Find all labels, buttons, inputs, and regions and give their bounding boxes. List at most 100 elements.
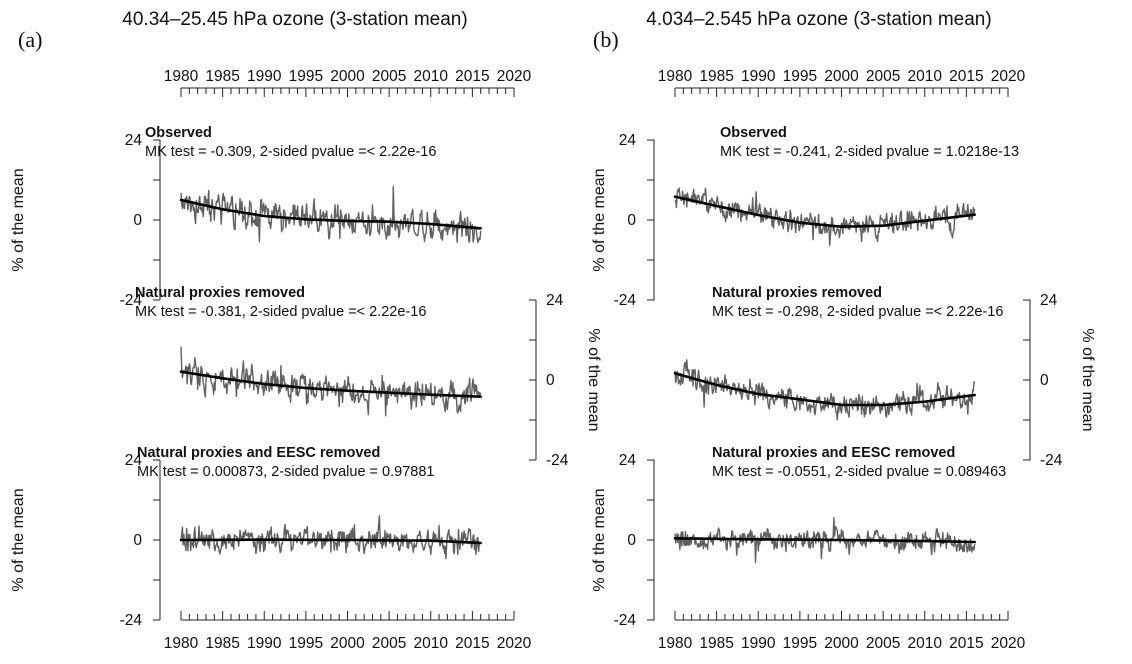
x-tick-label: 1990 <box>741 635 776 652</box>
x-tick-label: 1990 <box>741 68 776 85</box>
series-observed-line <box>180 346 482 417</box>
series-trend-line <box>673 195 977 229</box>
series-trend-line <box>179 370 483 399</box>
y-tick-label: 0 <box>1040 372 1049 389</box>
x-tick-label: 2020 <box>991 635 1026 652</box>
x-tick-label: 1985 <box>205 68 239 85</box>
annotation-title: Observed <box>720 125 787 141</box>
x-axis-top: 1980 1985 1990 1995 2000 2005 2010 2015 2020 <box>164 68 532 97</box>
y-tick-label: -24 <box>546 452 569 469</box>
x-tick-label: 2000 <box>824 635 859 652</box>
x-tick-label: 1985 <box>205 635 239 652</box>
y-tick-label: 24 <box>546 292 564 309</box>
y-axis-title: % of the mean <box>10 488 27 591</box>
y-tick-label: -24 <box>120 612 143 629</box>
x-tick-label: 2015 <box>949 68 983 85</box>
x-tick-label: 2010 <box>414 635 449 652</box>
x-tick-label: 2010 <box>908 68 943 85</box>
subpanel-natural-proxies-and-eesc-removed: -24 0 24 % of the mean Natural proxies and E… <box>10 445 483 629</box>
annotation-stat: MK test = -0.241, 2-sided pvalue = 1.021… <box>720 144 1019 160</box>
x-tick-label: 1985 <box>699 68 733 85</box>
y-axis-title: % of the mean <box>10 168 27 271</box>
x-tick-label: 2005 <box>866 68 900 85</box>
panel-title: 4.034–2.545 hPa ozone (3-station mean) <box>646 9 991 30</box>
y-tick-label: 24 <box>125 132 143 149</box>
y-axis-title: % of the mean <box>585 328 602 431</box>
series-observed-line <box>180 515 481 560</box>
x-tick-label: 1980 <box>658 635 693 652</box>
subpanel-observed: -24 0 24 % of the mean Observed MK test = -0.… <box>10 125 483 309</box>
x-tick-label: 2005 <box>866 635 900 652</box>
x-tick-label: 1990 <box>247 68 282 85</box>
y-axis: -24 0 24 % of the mean <box>591 452 655 629</box>
subpanel-natural-proxies-removed: -24 0 24 % of the mean Natural proxies remov… <box>673 285 1096 469</box>
x-tick-label: 1990 <box>247 635 282 652</box>
series-observed-line <box>674 187 976 247</box>
x-tick-label: 2010 <box>908 635 943 652</box>
y-tick-label: -24 <box>614 612 637 629</box>
x-tick-label: 2015 <box>949 635 983 652</box>
y-axis: -24 0 24 % of the mean <box>1023 292 1096 469</box>
x-tick-label: 1980 <box>164 68 199 85</box>
annotation-title: Natural proxies and EESC removed <box>137 445 380 461</box>
panel-label: (a) <box>18 27 42 52</box>
y-tick-label: 24 <box>1040 292 1058 309</box>
y-tick-label: 24 <box>125 452 143 469</box>
x-axis-bottom: 1980 1985 1990 1995 2000 2005 2010 2015 2020 <box>164 611 532 652</box>
subpanel-natural-proxies-and-eesc-removed: -24 0 24 % of the mean Natural proxies and E… <box>591 445 1006 629</box>
annotation-title: Natural proxies removed <box>712 285 882 301</box>
y-axis: -24 0 24 % of the mean <box>10 132 161 309</box>
x-tick-label: 2000 <box>330 635 365 652</box>
x-tick-label: 2010 <box>414 68 449 85</box>
y-axis-title: % of the mean <box>1079 328 1096 431</box>
annotation-stat: MK test = -0.309, 2-sided pvalue =< 2.22… <box>145 144 436 160</box>
y-tick-label: 0 <box>627 212 636 229</box>
y-axis: -24 0 24 % of the mean <box>529 292 602 469</box>
y-tick-label: 24 <box>619 452 637 469</box>
x-tick-label: 2015 <box>455 635 489 652</box>
annotation-title: Natural proxies removed <box>135 285 305 301</box>
x-tick-label: 2020 <box>991 68 1026 85</box>
subpanel-natural-proxies-removed: -24 0 24 % of the mean Natural proxies remov… <box>135 285 602 469</box>
series-trend-line <box>179 198 483 230</box>
x-tick-label: 2005 <box>372 68 406 85</box>
x-tick-label: 1980 <box>164 635 199 652</box>
subpanel-observed: -24 0 24 % of the mean Observed MK test = -0.… <box>591 125 1019 309</box>
annotation-stat: MK test = -0.381, 2-sided pvalue =< 2.22… <box>135 304 426 320</box>
panel-title: 40.34–25.45 hPa ozone (3-station mean) <box>122 9 467 30</box>
x-axis-bottom: 1980 1985 1990 1995 2000 2005 2010 2015 2020 <box>658 611 1026 652</box>
y-tick-label: -24 <box>614 292 637 309</box>
y-axis: -24 0 24 % of the mean <box>591 132 655 309</box>
annotation-stat: MK test = -0.298, 2-sided pvalue =< 2.22… <box>712 304 1003 320</box>
x-tick-label: 1995 <box>783 68 817 85</box>
annotation-stat: MK test = 0.000873, 2-sided pvalue = 0.9… <box>137 464 434 480</box>
x-tick-label: 2000 <box>824 68 859 85</box>
y-axis-title: % of the mean <box>591 488 608 591</box>
x-tick-label: 1985 <box>699 635 733 652</box>
y-tick-label: 0 <box>133 532 142 549</box>
panel-b: 4.034–2.545 hPa ozone (3-station mean) (b… <box>591 9 1096 652</box>
y-axis-title: % of the mean <box>591 168 608 271</box>
annotation-stat: MK test = -0.0551, 2-sided pvalue = 0.08… <box>712 464 1006 480</box>
annotation-title: Observed <box>145 125 212 141</box>
annotation-title: Natural proxies and EESC removed <box>712 445 955 461</box>
x-tick-label: 1995 <box>289 68 323 85</box>
y-tick-label: 24 <box>619 132 637 149</box>
panel-a: 40.34–25.45 hPa ozone (3-station mean) (a… <box>10 9 602 652</box>
x-tick-label: 1995 <box>783 635 817 652</box>
x-axis-top: 1980 1985 1990 1995 2000 2005 2010 2015 2020 <box>658 68 1026 97</box>
series-trend-line <box>179 538 483 545</box>
x-tick-label: 1995 <box>289 635 323 652</box>
series-observed-line <box>674 359 976 421</box>
series-trend-line <box>673 536 977 544</box>
x-tick-label: 2020 <box>497 635 532 652</box>
series-observed-line <box>180 185 482 244</box>
panel-label: (b) <box>593 27 619 52</box>
y-tick-label: 0 <box>133 212 142 229</box>
y-tick-label: 0 <box>627 532 636 549</box>
y-tick-label: -24 <box>1040 452 1063 469</box>
x-tick-label: 2015 <box>455 68 489 85</box>
x-tick-label: 2005 <box>372 635 406 652</box>
y-tick-label: -24 <box>120 292 143 309</box>
